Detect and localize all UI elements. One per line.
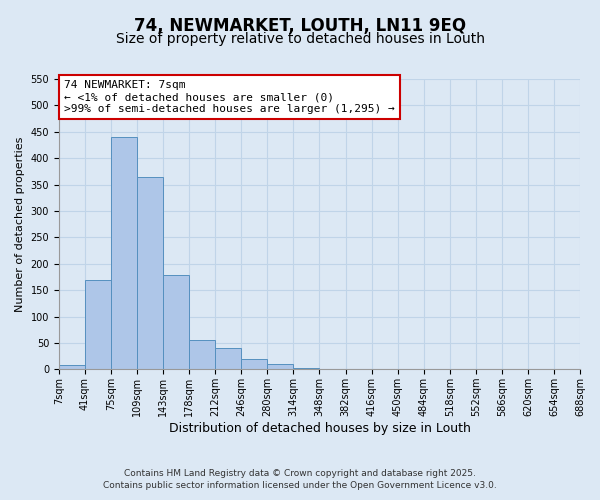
Text: Contains HM Land Registry data © Crown copyright and database right 2025.
Contai: Contains HM Land Registry data © Crown c… [103,468,497,490]
Bar [268,364,293,370]
Bar [59,365,85,370]
Bar [241,358,268,370]
Text: 74 NEWMARKET: 7sqm
← <1% of detached houses are smaller (0)
>99% of semi-detache: 74 NEWMARKET: 7sqm ← <1% of detached hou… [64,80,395,114]
Bar [137,176,163,370]
Bar [319,369,346,370]
Bar [163,276,189,370]
Text: 74, NEWMARKET, LOUTH, LN11 9EQ: 74, NEWMARKET, LOUTH, LN11 9EQ [134,18,466,36]
Bar [189,340,215,370]
Bar [85,280,111,370]
Bar [215,348,241,370]
X-axis label: Distribution of detached houses by size in Louth: Distribution of detached houses by size … [169,422,470,435]
Bar [293,368,319,370]
Text: Size of property relative to detached houses in Louth: Size of property relative to detached ho… [115,32,485,46]
Bar [111,137,137,370]
Y-axis label: Number of detached properties: Number of detached properties [15,136,25,312]
